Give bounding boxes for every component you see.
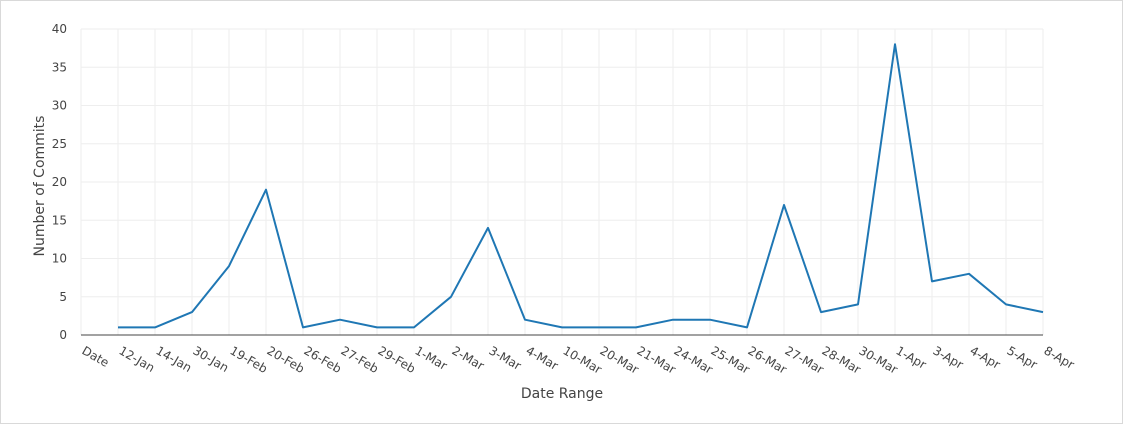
y-tick-label: 40 xyxy=(52,22,67,36)
y-axis-title: Number of Commits xyxy=(32,116,48,257)
x-axis-ticks: Date 12-Jan14-Jan30-Jan19-Feb20-Feb26-Feb… xyxy=(80,343,1077,376)
x-tick-label: 26-Mar xyxy=(746,343,790,376)
x-tick-label: Date xyxy=(80,343,112,369)
x-tick-label: 14-Jan xyxy=(154,343,195,375)
x-tick-label: 27-Mar xyxy=(783,343,827,376)
x-tick-label: 25-Mar xyxy=(709,343,753,376)
x-tick-label: 29-Feb xyxy=(376,343,418,376)
x-tick-label: 20-Feb xyxy=(265,343,307,376)
x-tick-label: 26-Feb xyxy=(302,343,344,376)
x-tick-label: 10-Mar xyxy=(561,343,605,376)
x-axis-title: Date Range xyxy=(521,386,603,402)
x-tick-label: 3-Apr xyxy=(931,343,966,371)
x-tick-label: 20-Mar xyxy=(598,343,642,376)
x-tick-label: 19-Feb xyxy=(228,343,270,376)
y-tick-label: 10 xyxy=(52,252,67,266)
x-tick-label: 24-Mar xyxy=(672,343,716,376)
x-tick-label: 1-Mar xyxy=(413,343,450,372)
gridlines xyxy=(80,28,1044,336)
x-tick-label: 27-Feb xyxy=(339,343,381,376)
y-tick-label: 0 xyxy=(59,328,67,342)
x-tick-label: 21-Mar xyxy=(635,343,679,376)
x-tick-label: 3-Mar xyxy=(487,343,524,372)
y-tick-label: 30 xyxy=(52,99,67,113)
x-tick-label: 30-Mar xyxy=(857,343,901,376)
y-axis-ticks: 0 5 10 15 20 25 30 35 40 xyxy=(52,22,67,342)
y-tick-label: 20 xyxy=(52,175,67,189)
y-tick-label: 15 xyxy=(52,213,67,227)
y-tick-label: 25 xyxy=(52,137,67,151)
x-tick-label: 12-Jan xyxy=(117,343,158,375)
x-tick-label: 1-Apr xyxy=(894,343,929,371)
y-tick-label: 35 xyxy=(52,60,67,74)
y-tick-label: 5 xyxy=(59,290,67,304)
series-line xyxy=(118,43,1044,329)
x-tick-label: 4-Mar xyxy=(524,343,561,372)
x-tick-label: 4-Apr xyxy=(968,343,1003,371)
series-layer xyxy=(118,43,1044,329)
x-tick-label: 8-Apr xyxy=(1042,343,1077,371)
x-tick-label: 5-Apr xyxy=(1005,343,1040,371)
x-tick-label: 2-Mar xyxy=(450,343,487,372)
x-tick-label: 30-Jan xyxy=(191,343,232,375)
x-tick-label: 28-Mar xyxy=(820,343,864,376)
